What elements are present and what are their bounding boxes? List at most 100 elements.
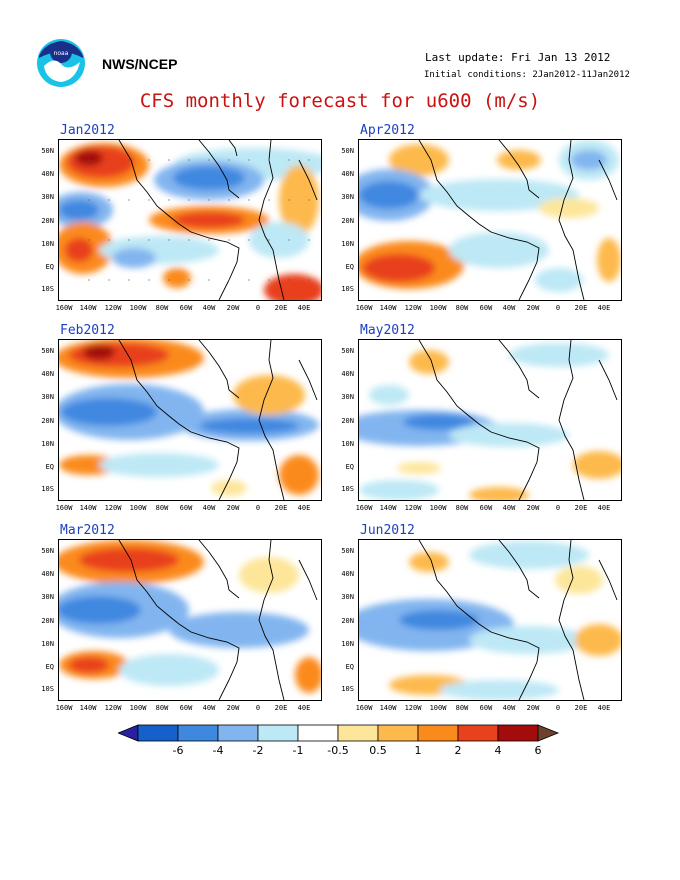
lon-tick-label: 20W xyxy=(226,704,240,712)
colorbar-swatch xyxy=(457,724,499,742)
lon-tick-label: 40E xyxy=(597,304,611,312)
lon-tick-label: 140W xyxy=(79,504,97,512)
lat-tick-label: 40N xyxy=(41,570,54,578)
figure-title: CFS monthly forecast for u600 (m/s) xyxy=(139,90,541,112)
lon-tick-label: 40E xyxy=(297,704,311,712)
lon-tick-label: 160W xyxy=(55,504,73,512)
lon-tick-label: 40W xyxy=(502,704,516,712)
colorbar-swatch xyxy=(257,724,299,742)
colorbar-swatch xyxy=(217,724,259,742)
lon-tick-label: 100W xyxy=(129,504,147,512)
map-panel-jun xyxy=(358,539,622,701)
lat-tick-label: 30N xyxy=(41,193,54,201)
lat-tick-label: 10N xyxy=(341,440,354,448)
lat-tick-label: 20N xyxy=(41,217,54,225)
lon-tick-label: 20E xyxy=(574,304,588,312)
lat-tick-label: 30N xyxy=(341,593,354,601)
colorbar-swatch xyxy=(297,724,339,742)
lat-tick-label: EQ xyxy=(345,463,354,471)
lon-tick-label: 140W xyxy=(79,304,97,312)
lon-tick-label: 40W xyxy=(502,504,516,512)
colorbar-tick-label: 0.5 xyxy=(369,744,387,757)
lat-tick-label: 10N xyxy=(41,240,54,248)
lon-tick-label: 20W xyxy=(526,504,540,512)
lon-tick-label: 60W xyxy=(479,304,493,312)
lon-tick-label: 80W xyxy=(155,304,169,312)
lon-tick-label: 40E xyxy=(297,504,311,512)
lat-tick-label: 10N xyxy=(341,240,354,248)
map-panel-may xyxy=(358,339,622,501)
lat-tick-label: 10N xyxy=(341,640,354,648)
lon-tick-label: 80W xyxy=(155,504,169,512)
lat-tick-label: 10N xyxy=(41,440,54,448)
lon-tick-label: 20W xyxy=(226,304,240,312)
lat-tick-label: 50N xyxy=(41,547,54,555)
noaa-logo: noaa xyxy=(37,39,85,87)
colorbar-swatch xyxy=(177,724,219,742)
lon-tick-label: 140W xyxy=(379,304,397,312)
lon-tick-label: 20E xyxy=(274,704,288,712)
colorbar-tick-label: 4 xyxy=(494,744,502,757)
lon-tick-label: 20E xyxy=(274,304,288,312)
lat-tick-label: 30N xyxy=(341,193,354,201)
lat-tick-label: 20N xyxy=(341,217,354,225)
lon-tick-label: 60W xyxy=(179,304,193,312)
lon-tick-label: 20E xyxy=(574,504,588,512)
lat-tick-label: 40N xyxy=(341,370,354,378)
lat-tick-label: 50N xyxy=(341,547,354,555)
lat-tick-label: 50N xyxy=(41,347,54,355)
colorbar-swatch xyxy=(417,724,459,742)
lat-tick-label: 40N xyxy=(41,170,54,178)
lon-tick-label: 40E xyxy=(597,704,611,712)
lon-tick-label: 80W xyxy=(155,704,169,712)
panel-label-may: May2012 xyxy=(360,323,415,338)
lon-tick-label: 40E xyxy=(597,504,611,512)
panel-label-feb: Feb2012 xyxy=(60,323,115,338)
lon-tick-label: 40W xyxy=(502,304,516,312)
lon-tick-label: 60W xyxy=(179,504,193,512)
colorbar-tick-label: -1 xyxy=(292,744,304,757)
map-panel-jan xyxy=(58,139,322,301)
lon-tick-label: 100W xyxy=(429,704,447,712)
lat-tick-label: 30N xyxy=(41,393,54,401)
map-panel-feb xyxy=(58,339,322,501)
lon-tick-label: 160W xyxy=(355,504,373,512)
colorbar-high-arrow xyxy=(537,724,560,742)
lon-tick-label: 20E xyxy=(274,504,288,512)
lon-tick-label: 80W xyxy=(455,304,469,312)
lat-tick-label: 20N xyxy=(41,417,54,425)
lon-tick-label: 20W xyxy=(526,704,540,712)
lon-tick-label: 140W xyxy=(379,504,397,512)
lon-tick-label: 120W xyxy=(104,504,122,512)
lon-tick-label: 120W xyxy=(104,704,122,712)
lon-tick-label: 60W xyxy=(179,704,193,712)
lon-tick-label: 80W xyxy=(455,504,469,512)
lat-tick-label: 50N xyxy=(41,147,54,155)
lon-tick-label: 100W xyxy=(129,704,147,712)
lat-tick-label: 20N xyxy=(41,617,54,625)
panel-label-jan: Jan2012 xyxy=(60,123,115,138)
lon-tick-label: 120W xyxy=(404,704,422,712)
colorbar xyxy=(118,724,560,742)
lon-tick-label: 140W xyxy=(379,704,397,712)
lon-tick-label: 0 xyxy=(555,504,561,512)
lon-tick-label: 0 xyxy=(255,504,261,512)
lon-tick-label: 0 xyxy=(555,704,561,712)
lat-tick-label: EQ xyxy=(45,263,54,271)
lon-tick-label: 80W xyxy=(455,704,469,712)
panel-label-apr: Apr2012 xyxy=(360,123,415,138)
lat-tick-label: 40N xyxy=(41,370,54,378)
colorbar-low-arrow xyxy=(118,724,139,742)
lat-tick-label: 30N xyxy=(341,393,354,401)
lon-tick-label: 60W xyxy=(479,704,493,712)
colorbar-tick-label: 1 xyxy=(414,744,422,757)
colorbar-tick-label: -0.5 xyxy=(327,744,349,757)
lat-tick-label: 20N xyxy=(341,417,354,425)
lat-tick-label: EQ xyxy=(45,463,54,471)
lon-tick-label: 100W xyxy=(429,504,447,512)
lon-tick-label: 40W xyxy=(202,304,216,312)
lat-tick-label: 40N xyxy=(341,570,354,578)
lon-tick-label: 60W xyxy=(479,504,493,512)
lon-tick-label: 0 xyxy=(255,704,261,712)
colorbar-swatch xyxy=(137,724,179,742)
